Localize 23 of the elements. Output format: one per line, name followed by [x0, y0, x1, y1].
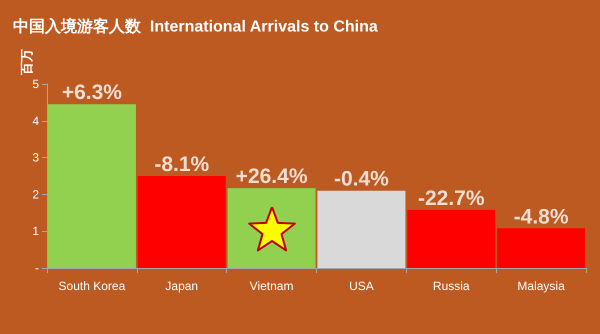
annotation: -8.1% [154, 153, 210, 176]
x-tick-label: South Korea [58, 279, 126, 293]
y-tick-label: 3 [32, 150, 40, 165]
annotation: +26.4% [236, 165, 308, 188]
y-tick-label: 2 [32, 187, 40, 202]
bar [48, 104, 136, 268]
chart-title: 中国入境游客人数 International Arrivals to China [13, 16, 378, 36]
annotation: -22.7% [418, 186, 485, 210]
annotation: -4.8% [514, 205, 569, 228]
x-tick-label: Russia [432, 279, 470, 293]
y-tick-label: - [35, 261, 39, 275]
y-tick-label: 1 [32, 224, 40, 238]
x-tick-label: Japan [165, 279, 198, 293]
x-tick-label: Malaysia [517, 279, 566, 293]
y-tick-label: 4 [32, 114, 40, 128]
bar [317, 190, 406, 268]
x-tick-label: Vietnam [250, 279, 294, 293]
annotation: +6.3% [62, 81, 122, 104]
y-tick-label: 5 [32, 77, 40, 91]
x-tick-label: USA [349, 279, 374, 293]
y-axis-title: 百万 [19, 49, 34, 76]
bar [138, 176, 226, 268]
annotation: -0.4% [334, 168, 390, 191]
